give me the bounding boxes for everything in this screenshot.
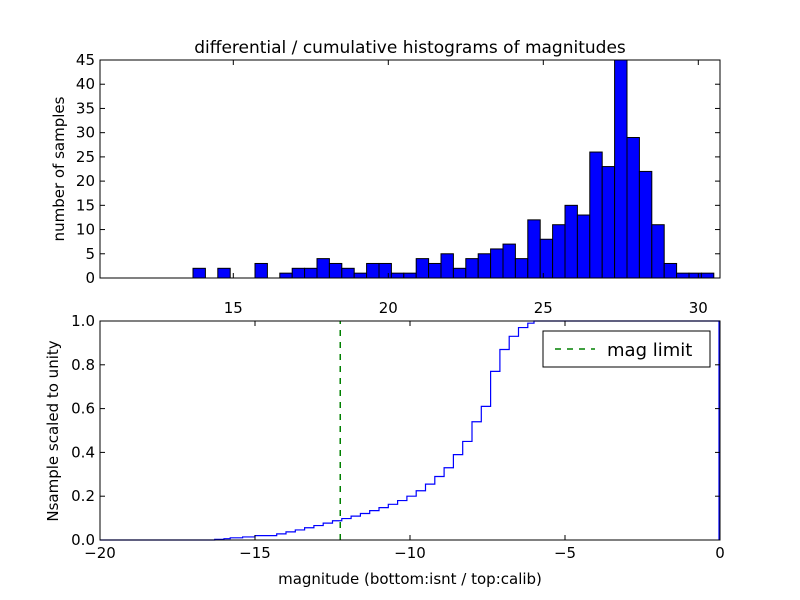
histogram-y-tick-label: 0	[85, 269, 95, 287]
cumulative-x-tick-label: −20	[84, 544, 116, 562]
histogram-bar	[279, 272, 293, 279]
histogram-y-tick-label: 15	[76, 196, 95, 214]
cumulative-y-tick-label: 1.0	[71, 312, 95, 330]
histogram-bar	[304, 267, 318, 279]
histogram-bar	[564, 204, 578, 279]
histogram-bar	[552, 224, 566, 279]
cumulative-x-tick-label: 0	[715, 544, 725, 562]
histogram-bar	[403, 272, 417, 279]
histogram-x-tick-label: 20	[379, 299, 398, 317]
legend: mag limit	[542, 330, 711, 368]
histogram-bar	[601, 166, 616, 279]
cumulative-ticks: 0.0 0.2 0.4 0.6 0.8 1.0 −20 −15 −10 −5 0	[71, 312, 725, 562]
histogram-bar	[539, 238, 554, 279]
histogram-bar	[415, 258, 430, 279]
histogram-x-tick-label: 25	[534, 299, 553, 317]
histogram-bar	[254, 262, 268, 279]
histogram-bar	[291, 267, 306, 279]
histogram-plot-frame	[99, 59, 721, 279]
cumulative-step-line	[100, 320, 720, 541]
histogram-bar	[440, 253, 454, 279]
cumulative-y-axis-label: Nsample scaled to unity	[44, 340, 62, 521]
histogram-bar	[688, 272, 702, 279]
histogram-ticks: 0 5 10 15 20 25 30 35 40 45 15 20 25 30	[76, 51, 720, 317]
histogram-bar	[514, 258, 529, 279]
histogram-x-tick-label: 30	[689, 299, 708, 317]
cumulative-y-tick-label: 0.0	[71, 531, 95, 549]
histogram-bar	[651, 224, 665, 279]
histogram-y-tick-label: 40	[76, 75, 95, 93]
histogram-bar	[316, 258, 330, 279]
cumulative-y-tick-label: 0.6	[71, 400, 95, 418]
histogram-y-tick-label: 5	[85, 245, 95, 263]
cumulative-x-tick-label: −15	[239, 544, 271, 562]
histogram-bar	[452, 267, 467, 279]
histogram-bar	[217, 267, 231, 279]
cumulative-plot-frame	[99, 320, 721, 541]
histogram-bar	[589, 151, 603, 279]
histogram-bar	[626, 137, 640, 279]
cumulative-lines	[100, 320, 720, 541]
cumulative-y-tick-label: 0.8	[71, 356, 95, 374]
histogram-bar	[378, 262, 392, 279]
histogram-x-tick-label: 15	[224, 299, 243, 317]
histogram-y-axis-label: number of samples	[50, 96, 68, 241]
histogram-bar	[341, 267, 355, 279]
cumulative-y-tick-label: 0.2	[71, 487, 95, 505]
histogram-y-tick-label: 45	[76, 51, 95, 69]
histogram-bar	[527, 219, 541, 279]
histogram-bar	[465, 258, 479, 279]
histogram-title: differential / cumulative histograms of …	[194, 38, 626, 58]
histogram-bar	[192, 267, 206, 279]
histogram-bar	[614, 59, 628, 279]
histogram-bar	[390, 272, 405, 279]
cumulative-x-axis-label: magnitude (bottom:isnt / top:calib)	[278, 570, 542, 588]
histogram-bar	[676, 272, 690, 279]
histogram-y-tick-label: 25	[76, 148, 95, 166]
cumulative-panel: magnitude (bottom:isnt / top:calib) Nsam…	[44, 312, 725, 588]
histogram-bar	[700, 272, 715, 279]
histogram-y-tick-label: 35	[76, 99, 95, 117]
histogram-bar	[428, 262, 442, 279]
histogram-bar	[663, 262, 678, 279]
histogram-bar	[576, 214, 591, 279]
histogram-bar	[366, 262, 380, 279]
histogram-bar	[490, 248, 504, 279]
histogram-bar	[328, 262, 343, 279]
histogram-bar	[638, 170, 653, 279]
cumulative-y-tick-label: 0.4	[71, 443, 95, 461]
histogram-bars	[192, 59, 715, 279]
histogram-y-tick-label: 10	[76, 221, 95, 239]
histogram-y-tick-label: 30	[76, 124, 95, 142]
histogram-panel: differential / cumulative histograms of …	[50, 38, 721, 317]
legend-mag-limit-label: mag limit	[607, 340, 692, 361]
cumulative-x-tick-label: −5	[554, 544, 576, 562]
histogram-y-tick-label: 20	[76, 172, 95, 190]
histogram-bar	[353, 272, 368, 279]
cumulative-x-tick-label: −10	[394, 544, 426, 562]
histogram-bar	[502, 243, 516, 279]
histogram-bar	[477, 253, 492, 279]
